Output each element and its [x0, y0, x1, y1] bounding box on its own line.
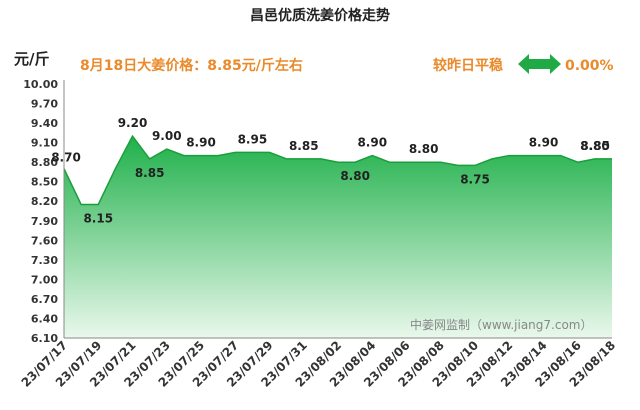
data-label: 8.85	[289, 139, 319, 153]
y-tick-label: 6.70	[31, 293, 58, 306]
y-tick-label: 9.40	[31, 117, 58, 130]
y-tick-label: 10.00	[23, 78, 58, 91]
watermark: 中姜网监制（www.jiang7.com）	[410, 317, 592, 332]
chart-title: 昌邑优质洗姜价格走势	[250, 7, 390, 24]
data-label: 8.95	[238, 132, 268, 146]
y-tick-label: 9.10	[31, 137, 58, 150]
y-tick-label: 8.50	[31, 176, 58, 189]
y-tick-label: 6.10	[31, 332, 58, 345]
y-tick-label: 9.70	[31, 98, 58, 111]
y-tick-label: 7.00	[31, 273, 58, 286]
data-label: 8.85	[135, 166, 165, 180]
data-label: 8.80	[580, 139, 610, 153]
series-line	[63, 134, 612, 206]
plot-area: 10.00 9.70 9.40 9.10 8.80 8.50 8.20 7.90 7.60 7.3…	[19, 78, 619, 390]
compare-value: 0.00%	[565, 58, 614, 74]
data-label: 8.90	[186, 136, 216, 150]
y-tick-label: 8.20	[31, 195, 58, 208]
data-label: 8.75	[460, 172, 490, 186]
y-tick-label: 8.80	[31, 156, 58, 169]
y-axis-unit: 元/斤	[14, 50, 49, 68]
data-label: 8.15	[83, 211, 113, 225]
data-label: 9.00	[152, 129, 182, 143]
data-label: 8.90	[357, 136, 387, 150]
data-label: 8.85	[580, 139, 610, 153]
data-label: 9.20	[118, 116, 148, 130]
y-tick-label: 7.30	[31, 254, 58, 267]
data-label: 8.90	[529, 136, 559, 150]
compare-label: 较昨日平稳	[433, 57, 503, 74]
price-info-text: 8月18日大姜价格：8.85元/斤左右	[80, 57, 303, 74]
data-label: 8.70	[51, 151, 81, 165]
y-tick-label: 6.40	[31, 312, 58, 325]
area-fill	[64, 136, 612, 338]
data-label: 8.80	[409, 142, 439, 156]
y-tick-label: 7.90	[31, 215, 58, 228]
y-tick-label: 7.60	[31, 234, 58, 247]
data-label: 8.80	[340, 169, 370, 183]
double-arrow-icon	[518, 54, 561, 74]
